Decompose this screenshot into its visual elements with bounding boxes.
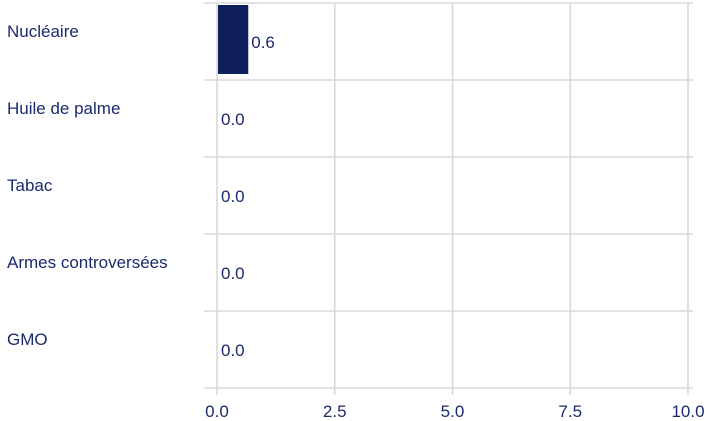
value-labels: 0.6 0.0 0.0 0.0 0.0 <box>221 33 275 360</box>
bar <box>218 5 249 74</box>
category-label: Nucléaire <box>7 22 79 41</box>
value-label: 0.0 <box>221 110 245 129</box>
x-tick-label: 5.0 <box>441 402 465 421</box>
category-label: Armes controversées <box>7 253 168 272</box>
x-tick-label: 10.0 <box>671 402 704 421</box>
value-label: 0.0 <box>221 264 245 283</box>
x-tick-label: 0.0 <box>205 402 229 421</box>
x-axis-tick-labels: 0.0 2.5 5.0 7.5 10.0 <box>205 402 704 421</box>
x-tick-label: 2.5 <box>323 402 347 421</box>
x-tick-label: 7.5 <box>558 402 582 421</box>
grid-layer <box>204 2 693 395</box>
category-label: Huile de palme <box>7 99 120 118</box>
category-labels: Nucléaire Huile de palme Tabac Armes contro… <box>7 22 168 349</box>
bars-layer <box>218 5 249 74</box>
value-label: 0.0 <box>221 341 245 360</box>
category-label: Tabac <box>7 176 53 195</box>
category-label: GMO <box>7 330 48 349</box>
value-label: 0.6 <box>251 33 275 52</box>
value-label: 0.0 <box>221 187 245 206</box>
